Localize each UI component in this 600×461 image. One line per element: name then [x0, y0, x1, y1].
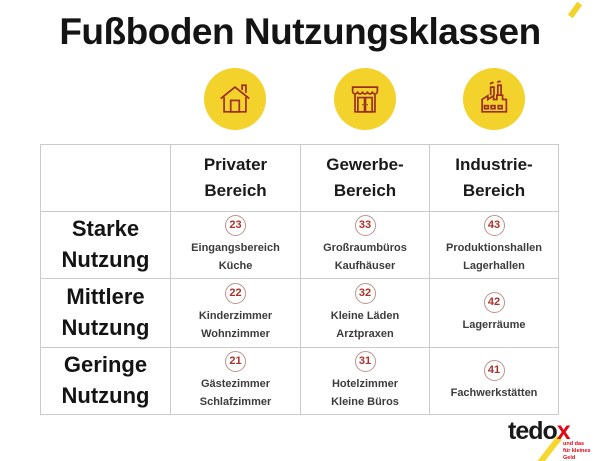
class-examples: Gästezimmer Schlafzimmer [199, 377, 272, 408]
table-cell: 42 Lagerräume [429, 278, 559, 348]
class-examples: Kinderzimmer Wohnzimmer [198, 309, 273, 340]
store-icon [333, 68, 396, 130]
row-label-medium: Mittlere Nutzung [40, 278, 171, 348]
row-label-light: Geringe Nutzung [40, 347, 171, 415]
icon-spacer [40, 68, 170, 130]
class-code-badge: 31 [354, 350, 376, 372]
tedox-logo: tedox und das für kleines Geld [500, 419, 592, 461]
logo-wordmark: tedox [508, 417, 571, 445]
logo-tagline: und das für kleines Geld [563, 441, 591, 461]
usage-class-table: Privater Bereich Gewerbe- Bereich Indust… [40, 144, 559, 415]
logo-brand-x: x [556, 417, 571, 445]
logo-brand-text: tedo [508, 417, 558, 445]
class-code-badge: 32 [354, 282, 376, 304]
class-examples: Fachwerkstätten [450, 386, 538, 399]
class-code-badge: 33 [354, 214, 376, 236]
class-code-badge: 41 [483, 359, 505, 381]
class-code-badge: 43 [483, 214, 505, 236]
table-cell: 32 Kleine Läden Arztpraxen [300, 278, 430, 348]
table-cell: 23 Eingangsbereich Küche [170, 211, 301, 279]
table-cell: 22 Kinderzimmer Wohnzimmer [170, 278, 301, 348]
class-examples: Hotelzimmer Kleine Büros [331, 377, 399, 408]
class-examples: Großraumbüros Kaufhäuser [323, 241, 407, 272]
class-code-badge: 23 [225, 214, 246, 236]
table-cell: 31 Hotelzimmer Kleine Büros [300, 347, 430, 415]
class-examples: Eingangsbereich Küche [191, 241, 280, 272]
table-row-strong-usage: Starke Nutzung 23 Eingangsbereich Küche … [40, 211, 559, 279]
class-code-badge: 21 [225, 350, 246, 372]
column-header-private: Privater Bereich [170, 144, 301, 212]
table-cell: 33 Großraumbüros Kaufhäuser [300, 211, 430, 279]
class-examples: Lagerräume [462, 318, 526, 331]
class-code-badge: 22 [225, 282, 246, 304]
row-label-strong: Starke Nutzung [40, 211, 171, 279]
table-cell: 41 Fachwerkstätten [429, 347, 559, 415]
class-code-badge: 42 [483, 291, 505, 313]
table-row-light-usage: Geringe Nutzung 21 Gästezimmer Schlafzim… [40, 347, 559, 415]
usage-icons-row [40, 68, 558, 130]
table-cell: 43 Produktionshallen Lagerhallen [429, 211, 559, 279]
factory-icon [462, 68, 525, 130]
header-empty-cell [40, 144, 171, 212]
page-title: Fußboden Nutzungsklassen [59, 11, 541, 52]
house-icon [204, 68, 266, 130]
class-examples: Kleine Läden Arztpraxen [330, 309, 400, 340]
table-cell: 21 Gästezimmer Schlafzimmer [170, 347, 301, 415]
class-examples: Produktionshallen Lagerhallen [446, 241, 542, 272]
column-header-commercial: Gewerbe- Bereich [300, 144, 430, 212]
column-header-industrial: Industrie- Bereich [429, 144, 559, 212]
table-row-medium-usage: Mittlere Nutzung 22 Kinderzimmer Wohnzim… [40, 278, 559, 348]
